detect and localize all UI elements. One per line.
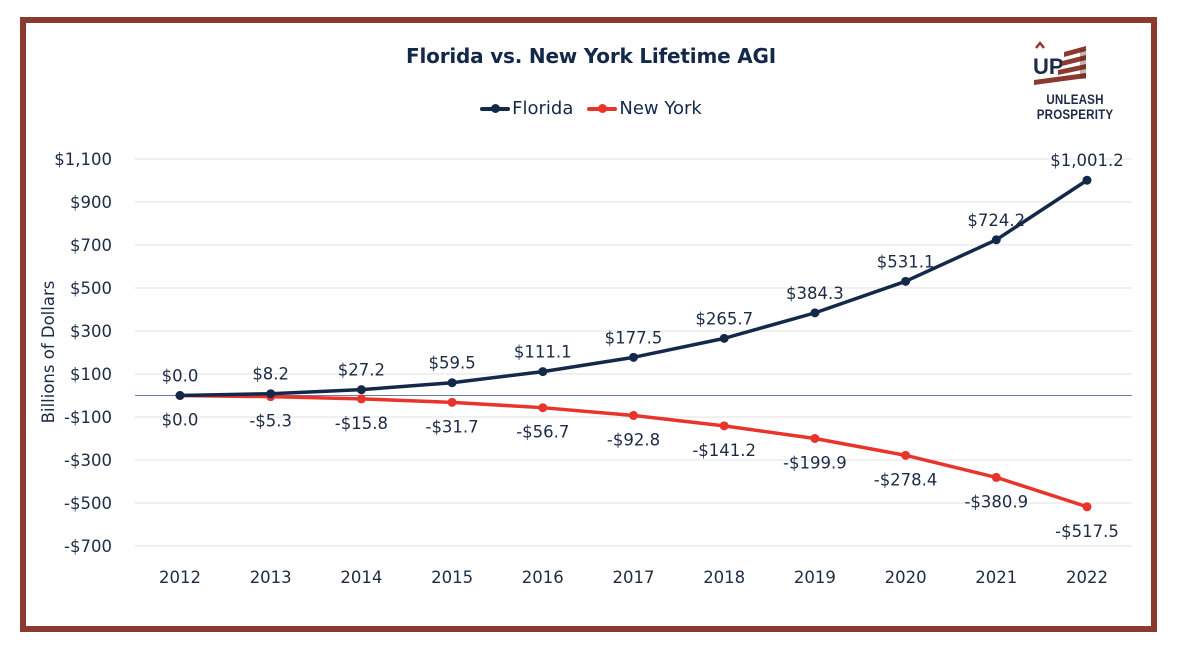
x-tick-label: 2018	[703, 568, 745, 587]
unleash-prosperity-logo: UP UNLEASH PROSPERITY	[1000, 40, 1150, 122]
y-tick-label: $100	[70, 365, 112, 384]
logo-wordmark: UNLEASH PROSPERITY	[1036, 92, 1114, 122]
x-tick-label: 2021	[975, 568, 1017, 587]
data-point-new-york[interactable]	[629, 410, 638, 420]
data-point-florida[interactable]	[538, 367, 548, 377]
data-point-florida[interactable]	[629, 352, 638, 362]
x-tick-label: 2020	[885, 568, 927, 587]
data-label-florida: $111.1	[514, 343, 572, 362]
data-point-florida[interactable]	[356, 385, 366, 395]
data-point-florida[interactable]	[266, 389, 276, 399]
data-point-florida[interactable]	[901, 276, 911, 286]
y-tick-label: $900	[70, 193, 112, 212]
y-tick-label: -$700	[64, 537, 112, 556]
data-label-florida: $384.3	[786, 284, 844, 303]
data-point-new-york[interactable]	[1082, 502, 1092, 512]
y-tick-label: $700	[70, 236, 112, 255]
data-point-new-york[interactable]	[538, 403, 548, 413]
data-point-new-york[interactable]	[719, 421, 729, 431]
data-point-florida[interactable]	[175, 391, 185, 400]
x-tick-label: 2015	[431, 568, 473, 587]
legend-swatch-new-york	[587, 104, 618, 113]
data-label-florida: $724.2	[967, 211, 1025, 230]
data-point-florida[interactable]	[447, 378, 457, 388]
y-tick-label: $1,100	[54, 150, 112, 169]
chart-frame	[20, 17, 1157, 632]
legend-item-florida[interactable]: Florida	[480, 98, 573, 119]
data-point-new-york[interactable]	[447, 397, 457, 407]
data-label-new-york: -$15.8	[335, 414, 388, 433]
data-point-new-york[interactable]	[356, 394, 366, 404]
data-label-new-york: -$141.2	[692, 441, 756, 460]
data-point-florida[interactable]	[719, 333, 729, 343]
data-label-new-york: -$199.9	[783, 453, 847, 472]
data-label-florida: $531.1	[877, 252, 935, 271]
y-tick-label: $500	[70, 279, 112, 298]
y-tick-label: -$300	[64, 451, 112, 470]
x-tick-label: 2013	[250, 568, 292, 587]
chart-title: Florida vs. New York Lifetime AGI	[406, 44, 776, 68]
y-tick-label: $300	[70, 322, 112, 341]
legend-item-new-york[interactable]: New York	[587, 98, 702, 119]
x-tick-label: 2014	[340, 568, 382, 587]
data-label-new-york: -$56.7	[516, 423, 569, 442]
legend-label-new-york: New York	[619, 98, 702, 119]
data-label-florida: $0.0	[162, 367, 199, 386]
x-tick-label: 2019	[794, 568, 836, 587]
data-label-new-york: -$517.5	[1055, 522, 1119, 541]
legend: Florida New York	[0, 98, 1182, 119]
y-tick-label: -$100	[64, 408, 112, 427]
data-label-florida: $1,001.2	[1050, 151, 1123, 170]
up-flag-icon: UP	[1033, 40, 1086, 85]
x-tick-label: 2016	[522, 568, 564, 587]
data-label-new-york: -$92.8	[607, 430, 660, 449]
data-label-florida: $265.7	[695, 309, 753, 328]
data-label-florida: $27.2	[338, 361, 385, 380]
data-point-new-york[interactable]	[901, 450, 911, 460]
legend-label-florida: Florida	[512, 98, 574, 119]
data-label-new-york: $0.0	[162, 411, 199, 430]
legend-swatch-florida	[480, 104, 511, 113]
data-label-new-york: -$5.3	[249, 412, 292, 431]
data-label-new-york: -$380.9	[964, 492, 1028, 511]
x-tick-label: 2012	[159, 568, 201, 587]
data-label-florida: $8.2	[252, 365, 289, 384]
data-label-florida: $59.5	[428, 354, 475, 373]
y-tick-label: -$500	[64, 494, 112, 513]
data-label-new-york: -$278.4	[874, 470, 938, 489]
x-tick-label: 2017	[613, 568, 655, 587]
x-tick-label: 2022	[1066, 568, 1108, 587]
data-point-new-york[interactable]	[810, 433, 820, 443]
data-point-florida[interactable]	[991, 235, 1001, 245]
data-label-new-york: -$31.7	[425, 417, 478, 436]
data-point-florida[interactable]	[1082, 175, 1092, 185]
y-axis-label: Billions of Dollars	[39, 281, 58, 424]
data-label-florida: $177.5	[605, 328, 663, 347]
data-point-florida[interactable]	[810, 308, 820, 318]
data-point-new-york[interactable]	[991, 472, 1001, 482]
